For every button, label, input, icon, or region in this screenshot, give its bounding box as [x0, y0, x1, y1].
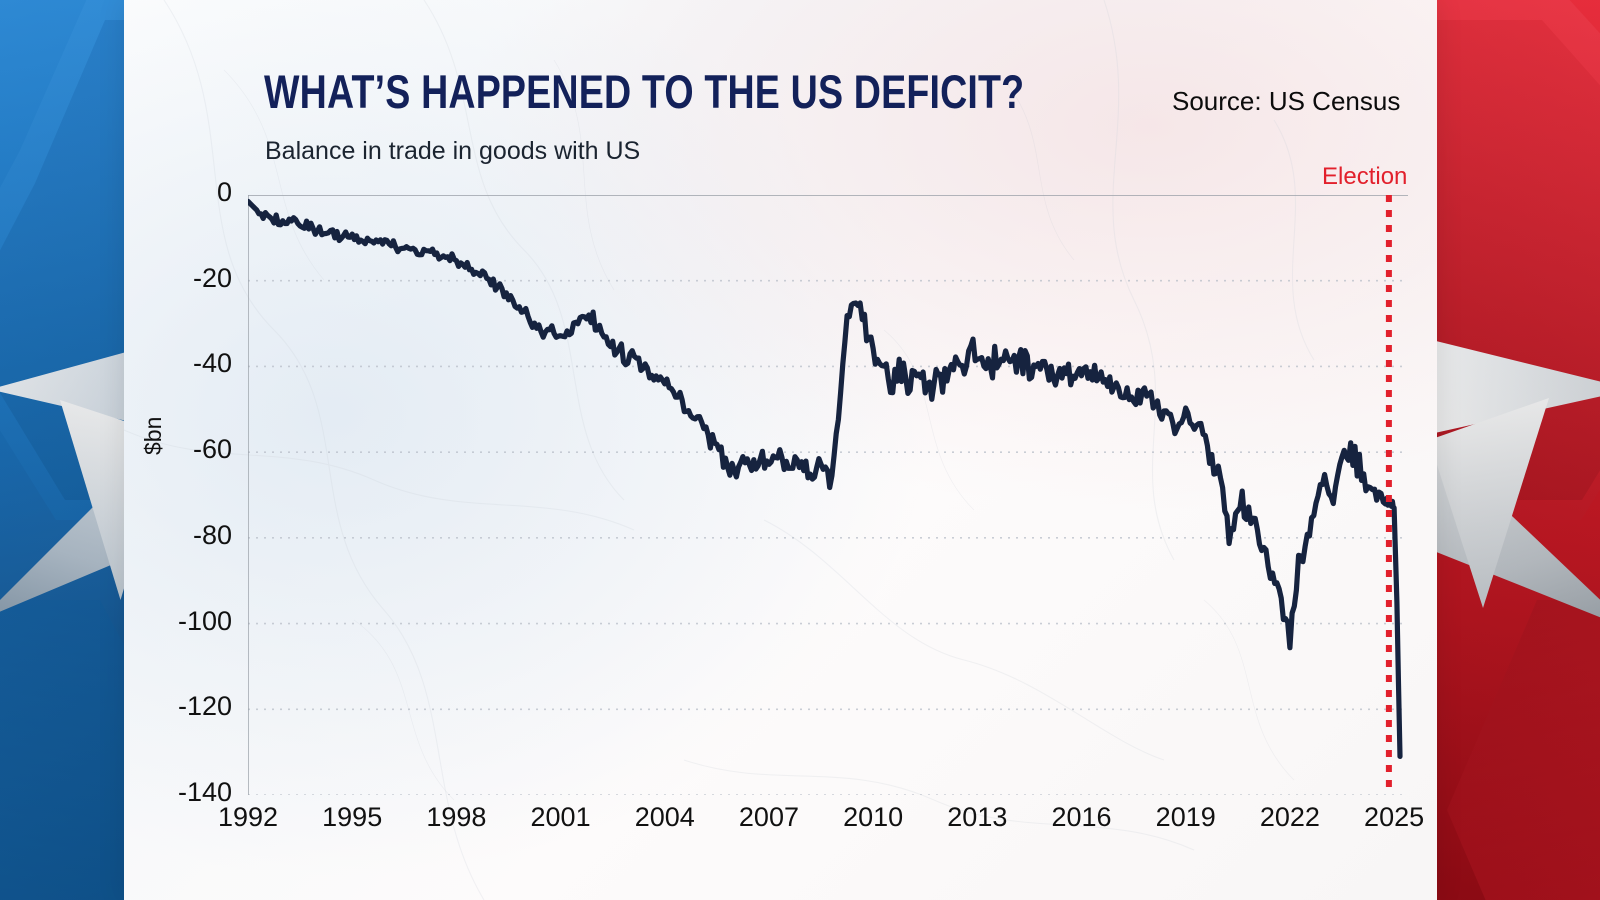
x-axis-tick: 1992	[217, 802, 279, 832]
right-star-facet-point	[1437, 398, 1549, 608]
line-chart-svg	[248, 195, 1408, 795]
deficit-line	[248, 198, 1403, 759]
x-axis-tick: 1995	[322, 802, 383, 832]
right-star-facet-bottom	[1437, 440, 1600, 630]
source-attribution: Source: US Census	[1172, 86, 1401, 116]
marble-vein-texture	[124, 0, 1315, 900]
right-chevron-outer	[1437, 0, 1600, 520]
y-axis-tick: -140	[177, 777, 232, 807]
right-decorative-star-panel	[1437, 0, 1600, 900]
left-chevron-lower	[0, 600, 124, 900]
x-axis-tick: 2025	[1364, 802, 1425, 832]
left-star-facet-top	[0, 340, 124, 431]
y-axis-tick: -100	[177, 605, 232, 636]
chart-subtitle: Balance in trade in goods with US	[265, 137, 641, 165]
right-chevron-inner	[1437, 20, 1600, 500]
election-annotation-label: Election	[1322, 163, 1408, 190]
y-axis-tick: -20	[192, 262, 232, 293]
x-axis-tick: 2010	[843, 802, 904, 832]
x-axis-tick: 2004	[634, 802, 695, 832]
y-axis-tick: -80	[192, 519, 232, 550]
right-chevron-lower	[1447, 600, 1600, 900]
left-star-facet-point	[60, 400, 124, 600]
x-axis-tick: 2016	[1051, 802, 1112, 832]
left-chevron-outer	[0, 0, 124, 520]
y-axis-tick: -40	[192, 348, 232, 379]
x-axis-tick: 1998	[426, 802, 487, 832]
x-axis-tick: 2007	[738, 802, 799, 832]
y-axis-tick: 0	[216, 177, 232, 207]
y-axis-tick: -120	[177, 691, 232, 722]
x-axis-tick: 2013	[947, 802, 1008, 832]
left-chevron-inner	[0, 20, 124, 500]
page-title: WHAT’S HAPPENED TO THE US DEFICIT?	[264, 65, 1025, 118]
plot-area	[248, 195, 1408, 795]
gridlines	[248, 279, 1408, 795]
y-axis-tick: -60	[192, 434, 232, 465]
left-decorative-star-panel	[0, 0, 124, 900]
left-star-facet-bottom	[0, 440, 124, 620]
x-axis-tick: 2022	[1259, 802, 1320, 832]
right-star-facet-top	[1437, 340, 1600, 434]
x-axis-tick: 2019	[1155, 802, 1216, 832]
x-axis-tick: 2001	[530, 802, 591, 832]
